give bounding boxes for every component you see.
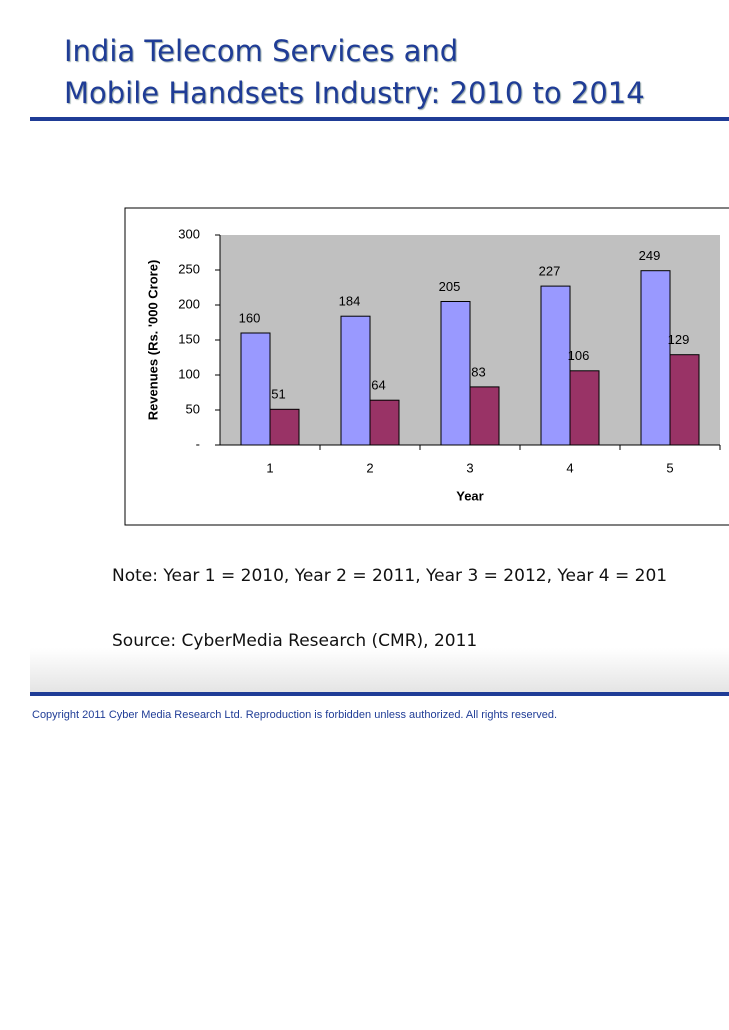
- copyright: Copyright 2011 Cyber Media Research Ltd.…: [32, 709, 558, 721]
- bar: [640, 270, 671, 446]
- y-tick-label: -: [196, 436, 200, 451]
- bar: [340, 315, 371, 446]
- x-tick-label: 1: [266, 460, 273, 475]
- bar: [269, 408, 300, 446]
- data-label: 205: [439, 279, 461, 294]
- data-label: 129: [668, 332, 690, 347]
- title-rule: [30, 117, 729, 121]
- data-label: 249: [639, 248, 661, 263]
- data-label: 227: [539, 264, 561, 279]
- y-tick-label: 200: [178, 296, 200, 311]
- slide-title: India Telecom Services and: [64, 34, 459, 68]
- bar: [440, 301, 471, 446]
- x-tick-label: 4: [566, 460, 573, 475]
- x-tick-label: 3: [466, 460, 473, 475]
- slide-title: Mobile Handsets Industry: 2010 to 2014: [64, 76, 645, 110]
- bar: [369, 399, 400, 446]
- x-axis-label: Year: [456, 488, 483, 503]
- footer-band: [30, 648, 729, 693]
- y-tick-label: 250: [178, 261, 200, 276]
- note: Note: Year 1 = 2010, Year 2 = 2011, Year…: [112, 566, 668, 586]
- y-tick-label: 150: [178, 331, 200, 346]
- y-axis-label: Revenues (Rs. '000 Crore): [145, 260, 160, 421]
- x-tick-label: 5: [666, 460, 673, 475]
- chart: Year Revenues (Rs. '000 Crore) - 50 100 150…: [124, 207, 729, 526]
- bar: [469, 386, 500, 446]
- data-label: 160: [239, 310, 261, 325]
- bar: [240, 332, 271, 446]
- bar: [669, 354, 700, 446]
- footer-rule: [30, 692, 729, 696]
- data-label: 51: [271, 387, 285, 402]
- data-label: 106: [568, 348, 590, 363]
- source: Source: CyberMedia Research (CMR), 2011: [112, 631, 478, 651]
- bar: [569, 370, 600, 446]
- data-label: 64: [371, 378, 385, 393]
- y-tick-label: 50: [186, 401, 200, 416]
- y-tick-label: 300: [178, 226, 200, 241]
- data-label: 184: [339, 294, 361, 309]
- x-tick-label: 2: [366, 460, 373, 475]
- y-tick-label: 100: [178, 366, 200, 381]
- data-label: 83: [471, 364, 485, 379]
- bar: [540, 285, 571, 446]
